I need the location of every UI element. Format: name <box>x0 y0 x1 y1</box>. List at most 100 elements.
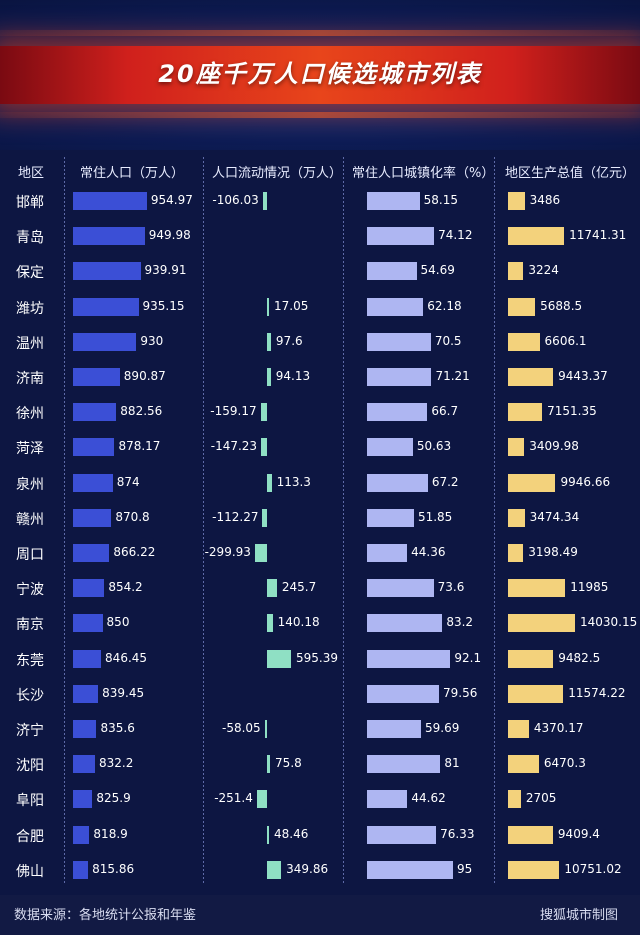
flow-bar <box>254 544 267 562</box>
city-label: 南京 <box>16 617 44 634</box>
population-value: 954.97 <box>150 193 193 207</box>
gdp-bar <box>508 614 575 633</box>
page-title: 20座千万人口候选城市列表 <box>158 60 482 88</box>
flow-bar <box>260 403 267 422</box>
population-bar <box>73 332 137 351</box>
population-bar <box>73 262 141 281</box>
gdp-value: 10751.02 <box>564 861 622 876</box>
gdp-bar <box>508 368 554 386</box>
flow-value: -147.23 <box>210 439 258 454</box>
gdp-bar <box>508 262 524 281</box>
city-label: 济宁 <box>16 723 44 739</box>
urbanization-value: 44.62 <box>411 791 446 806</box>
urbanization-value: 58.15 <box>423 193 458 207</box>
flow-bar <box>267 614 273 633</box>
population-bar <box>73 403 117 422</box>
flow-value: -159.17 <box>210 404 257 419</box>
population-value: 939.91 <box>144 263 187 278</box>
flow-value: 97.6 <box>275 333 303 348</box>
column-header: 人口流动情况（万人） <box>212 166 343 181</box>
city-label: 宁波 <box>16 582 44 599</box>
city-label: 潍坊 <box>16 300 44 317</box>
city-label: 佛山 <box>16 863 44 880</box>
gdp-bar <box>508 227 565 246</box>
source-note: 数据来源：各地统计公报和年鉴 <box>14 908 197 923</box>
urbanization-bar <box>367 684 440 703</box>
column-divider <box>494 157 495 885</box>
column-header: 地区生产总值（亿元） <box>505 166 636 181</box>
flow-bar <box>261 438 267 457</box>
gdp-value: 14030.15 <box>580 615 638 630</box>
city-label: 周口 <box>16 547 44 563</box>
credit-note: 搜狐城市制图 <box>539 908 618 923</box>
population-bar <box>73 614 103 633</box>
gdp-value: 3224 <box>528 263 559 278</box>
urbanization-bar <box>367 227 435 246</box>
flow-value: -106.03 <box>212 193 259 207</box>
flow-value: 113.3 <box>276 474 311 489</box>
population-bar <box>73 508 112 527</box>
urbanization-bar <box>367 614 443 633</box>
flow-value: 48.46 <box>274 826 309 841</box>
flow-value: 75.8 <box>275 756 302 771</box>
flow-bar <box>267 649 291 668</box>
urbanization-value: 67.2 <box>431 474 459 489</box>
urbanization-bar <box>367 544 408 562</box>
urbanization-bar <box>367 825 437 844</box>
gdp-bar <box>508 684 564 703</box>
population-value: 882.56 <box>120 404 163 419</box>
flow-bar <box>256 790 267 809</box>
column-divider <box>343 157 344 885</box>
urbanization-value: 44.36 <box>411 545 446 559</box>
urbanization-bar <box>367 649 451 668</box>
population-bar <box>73 297 139 316</box>
population-value: 930 <box>140 333 164 348</box>
population-value: 935.15 <box>142 298 185 313</box>
urbanization-value: 76.33 <box>440 826 475 841</box>
population-bar <box>73 438 115 457</box>
population-bar <box>73 649 102 668</box>
population-bar <box>73 790 93 809</box>
city-label: 泉州 <box>16 476 44 493</box>
gdp-value: 9482.5 <box>558 650 601 665</box>
flow-bar <box>267 368 271 386</box>
flow-value: -251.4 <box>214 791 253 806</box>
urbanization-value: 59.69 <box>425 721 460 735</box>
population-value: 850 <box>106 615 130 630</box>
gdp-bar <box>508 825 553 844</box>
population-bar <box>73 579 105 598</box>
population-bar <box>73 825 90 844</box>
gdp-bar <box>508 860 560 879</box>
flow-bar <box>267 755 271 774</box>
gdp-value: 3486 <box>529 193 561 207</box>
urbanization-value: 83.2 <box>446 615 474 630</box>
footer <box>0 895 640 935</box>
gdp-value: 6606.1 <box>544 333 587 348</box>
urbanization-bar <box>367 790 408 809</box>
gdp-bar <box>508 649 554 668</box>
population-value: 890.87 <box>123 369 166 383</box>
gdp-bar <box>508 332 540 351</box>
population-value: 878.17 <box>118 439 161 454</box>
column-divider <box>64 157 65 885</box>
population-value: 815.86 <box>92 861 135 876</box>
gdp-bar <box>508 473 556 492</box>
title-band <box>0 46 640 104</box>
gdp-value: 6470.3 <box>543 756 586 771</box>
urbanization-value: 51.85 <box>417 509 453 524</box>
urbanization-value: 95 <box>457 861 473 876</box>
population-value: 818.9 <box>93 826 128 841</box>
flow-value: -299.93 <box>204 545 251 559</box>
gdp-value: 9409.4 <box>557 826 600 841</box>
city-label: 徐州 <box>16 406 44 423</box>
gdp-value: 5688.5 <box>540 298 583 313</box>
urbanization-value: 66.7 <box>431 404 459 419</box>
gdp-value: 3409.98 <box>529 439 579 454</box>
city-label: 阜阳 <box>16 793 44 810</box>
city-label: 济南 <box>16 371 44 387</box>
gdp-value: 11574.22 <box>568 685 626 700</box>
flow-value: 349.86 <box>286 861 329 876</box>
urbanization-value: 73.6 <box>437 580 465 595</box>
population-value: 825.9 <box>96 791 131 806</box>
gdp-value: 9946.66 <box>560 474 611 489</box>
